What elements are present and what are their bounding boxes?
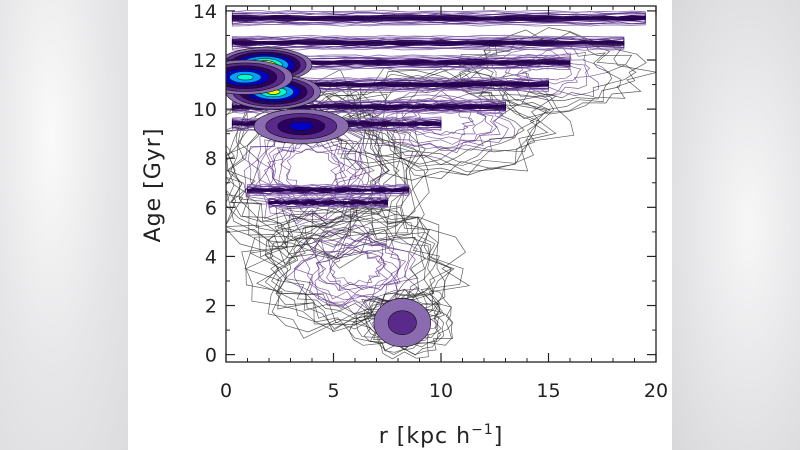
age-band-contour	[231, 12, 646, 25]
x-tick-label: 20	[644, 380, 668, 402]
background-contour	[314, 243, 400, 301]
y-tick-label: 4	[205, 246, 217, 268]
background-contour	[329, 249, 386, 287]
x-tick-label: 0	[220, 380, 232, 402]
age-band-contour	[268, 196, 388, 208]
age-band-contour	[231, 40, 625, 46]
y-axis-title: Age [Gyr]	[141, 128, 166, 243]
age-band-contour	[231, 104, 506, 110]
background-contour	[348, 288, 452, 360]
x-tick-label: 10	[429, 380, 453, 402]
y-tick-label: 12	[193, 50, 217, 72]
age-band-contour	[231, 54, 571, 71]
plot-content	[226, 9, 656, 360]
right-blurred-background	[672, 0, 800, 450]
age-band-contour	[231, 80, 549, 90]
age-band-contour	[231, 34, 625, 51]
left-blurred-background	[0, 0, 128, 450]
y-tick-label: 0	[205, 345, 217, 367]
background-contour	[226, 86, 414, 264]
age-band-contour	[231, 76, 549, 93]
age-band-contour	[247, 187, 410, 193]
age-band-contour	[231, 11, 646, 26]
age-band-contour	[231, 55, 571, 70]
background-contour	[491, 46, 609, 98]
x-axis-title-main: r [kpc h	[379, 424, 471, 449]
age-band-contour	[247, 183, 410, 197]
figure-panel	[128, 0, 672, 450]
y-tick-label: 8	[205, 148, 217, 170]
x-tick-label: 5	[327, 380, 339, 402]
x-tick-label: 15	[536, 380, 560, 402]
age-band-contour	[231, 59, 571, 65]
background-contour	[363, 292, 445, 351]
y-tick-label: 6	[205, 197, 217, 219]
age-band-contour	[231, 36, 625, 49]
axis-ticks: 0 5 10 15 20 0 2 4 6 8 10 12 14	[193, 1, 668, 402]
background-contour	[226, 69, 430, 269]
background-contour	[304, 231, 407, 305]
background-contour	[227, 92, 400, 250]
density-peak-contour	[387, 310, 417, 336]
x-axis-title: r [kpc h−1]	[379, 422, 504, 449]
density-peak-contour	[289, 121, 314, 131]
age-band-contour	[231, 57, 571, 68]
age-band-contour	[231, 9, 646, 27]
background-contour	[477, 42, 612, 99]
x-axis-title-end: ]	[494, 424, 504, 449]
background-contour	[293, 229, 410, 309]
y-tick-label: 10	[193, 99, 217, 121]
density-peak-contour	[237, 73, 254, 81]
background-contour	[452, 27, 656, 119]
age-band-contour	[231, 77, 549, 91]
y-tick-label: 2	[205, 296, 217, 318]
y-tick-label: 14	[193, 1, 217, 23]
background-contour	[364, 294, 442, 350]
age-band-contour	[268, 200, 388, 205]
x-axis-title-exponent: −1	[471, 422, 494, 438]
background-contour	[499, 48, 591, 95]
age-band-contour	[231, 15, 646, 21]
background-contour	[355, 289, 454, 356]
